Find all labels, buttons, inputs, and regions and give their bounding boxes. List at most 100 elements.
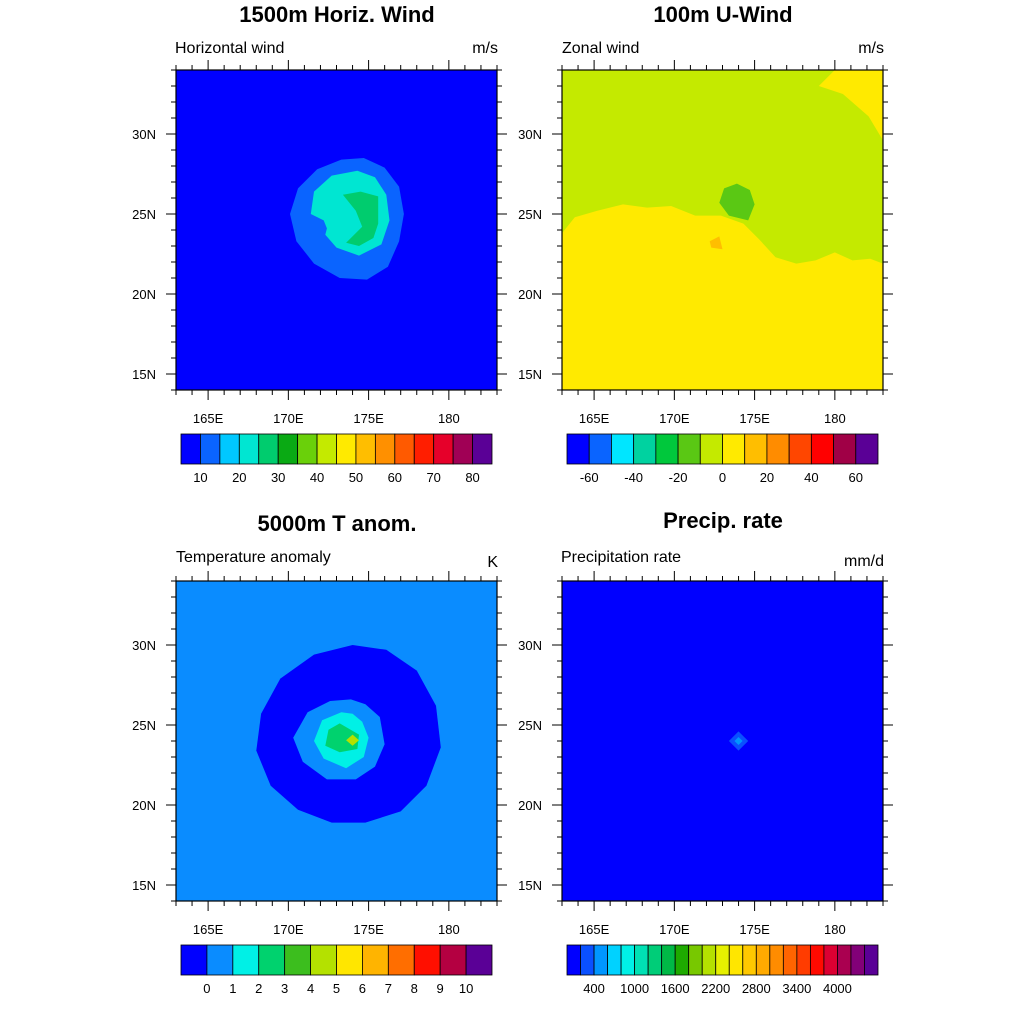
colorbar-label: -20	[669, 470, 688, 485]
unit-label: m/s	[858, 40, 884, 57]
colorbar-swatch	[688, 944, 703, 976]
colorbar-label: 10	[459, 981, 473, 996]
colorbar-swatch	[362, 944, 389, 976]
colorbar-label: 4	[307, 981, 314, 996]
contour-region	[346, 734, 359, 746]
contour-region	[818, 70, 883, 141]
colorbar-label: 20	[232, 470, 246, 485]
colorbar-swatch	[465, 944, 493, 976]
colorbar-swatch	[374, 433, 396, 465]
unit-label: mm/d	[844, 553, 884, 570]
colorbar-label: 1600	[661, 981, 690, 996]
colorbar-swatch	[277, 433, 299, 465]
x-tick-label: 165E	[193, 922, 224, 937]
panel-title: Precip. rate	[663, 508, 783, 533]
colorbar-label: -40	[624, 470, 643, 485]
colorbar-swatch	[722, 433, 746, 465]
colorbar-label: 1000	[620, 981, 649, 996]
colorbar-label: 8	[411, 981, 418, 996]
x-tick-label: 165E	[579, 411, 610, 426]
left-label: Temperature anomaly	[176, 549, 331, 566]
colorbar: -60 -40 -20 0 20 40 60	[566, 433, 879, 485]
colorbar-swatch	[258, 433, 279, 465]
map-plot-area	[175, 69, 498, 391]
colorbar-label: 400	[583, 981, 605, 996]
colorbar-swatch	[823, 944, 838, 976]
colorbar-label: 40	[310, 470, 324, 485]
colorbar-swatch	[766, 433, 790, 465]
colorbar-swatch	[433, 433, 454, 465]
unit-label: K	[487, 554, 498, 571]
colorbar-swatch	[677, 433, 701, 465]
y-tick-label: 15N	[518, 367, 542, 382]
colorbar-label: 0	[719, 470, 726, 485]
panel-title: 5000m T anom.	[258, 511, 417, 536]
panel-title: 1500m Horiz. Wind	[239, 2, 434, 27]
colorbar-swatch	[180, 944, 208, 976]
colorbar-swatch	[728, 944, 744, 976]
y-tick-label: 15N	[132, 878, 156, 893]
colorbar-swatch	[452, 433, 473, 465]
y-tick-label: 20N	[132, 287, 156, 302]
panel-precipitation-rate: Precip. rate Precipitation rate mm/d 165…	[518, 508, 893, 996]
colorbar-label: 40	[804, 470, 818, 485]
axis-ticks: 165E 170E 175E 180 15N 20N 25N 30N	[132, 60, 507, 426]
colorbar-swatch	[755, 944, 771, 976]
x-tick-label: 170E	[659, 411, 690, 426]
colorbar-label: 70	[426, 470, 440, 485]
colorbar-swatch	[655, 433, 679, 465]
colorbar-swatch	[316, 433, 337, 465]
y-tick-label: 30N	[132, 127, 156, 142]
colorbar-swatch	[634, 944, 649, 976]
colorbar-label: 50	[349, 470, 363, 485]
contour-region	[719, 183, 755, 221]
colorbar-swatch	[310, 944, 337, 976]
y-tick-label: 15N	[132, 367, 156, 382]
colorbar-swatch	[744, 433, 768, 465]
colorbar-swatch	[850, 944, 865, 976]
colorbar-swatch	[715, 944, 730, 976]
colorbar-label: 60	[388, 470, 402, 485]
y-tick-label: 30N	[518, 638, 542, 653]
colorbar-swatch	[674, 944, 690, 976]
colorbar-label: 7	[385, 981, 392, 996]
y-tick-label: 20N	[518, 798, 542, 813]
colorbar-swatch	[833, 433, 857, 465]
colorbar-swatch	[611, 433, 635, 465]
panel-title: 100m U-Wind	[653, 2, 792, 27]
colorbar: 10 20 30 40 50 60 70 80	[180, 433, 493, 485]
axis-ticks: 165E 170E 175E 180 15N 20N 25N 30N	[132, 571, 507, 937]
contour-region	[342, 191, 379, 246]
x-tick-label: 165E	[579, 922, 610, 937]
colorbar-swatch	[647, 944, 663, 976]
axis-ticks: 165E 170E 175E 180 15N 20N 25N 30N	[518, 571, 893, 937]
panel-horizontal-wind: 1500m Horiz. Wind Horizontal wind m/s 16…	[132, 2, 507, 485]
left-label: Precipitation rate	[561, 549, 681, 566]
colorbar-label: 3	[281, 981, 288, 996]
x-tick-label: 175E	[739, 922, 770, 937]
contour-background	[562, 581, 883, 901]
colorbar-swatch	[284, 944, 311, 976]
colorbar-swatch	[769, 944, 784, 976]
colorbar: 400 1000 1600 2200 2800 3400 4000	[566, 944, 879, 996]
colorbar-swatch	[355, 433, 376, 465]
colorbar-label: 0	[203, 981, 210, 996]
x-tick-label: 180	[438, 411, 460, 426]
map-plot-area	[561, 69, 884, 391]
x-tick-label: 175E	[353, 922, 384, 937]
panel-zonal-wind: 100m U-Wind Zonal wind m/s 165E 170E 175E 1…	[518, 2, 893, 485]
x-tick-label: 165E	[193, 411, 224, 426]
x-tick-label: 175E	[353, 411, 384, 426]
colorbar-swatch	[855, 433, 879, 465]
colorbar: 0 1 2 3 4 5 6 7 8 9 10	[180, 944, 493, 996]
axis-ticks: 165E 170E 175E 180 15N 20N 25N 30N	[518, 60, 893, 426]
unit-label: m/s	[472, 40, 498, 57]
colorbar-swatch	[620, 944, 636, 976]
colorbar-label: 9	[437, 981, 444, 996]
colorbar-swatch	[701, 944, 717, 976]
y-tick-label: 15N	[518, 878, 542, 893]
colorbar-swatch	[782, 944, 798, 976]
colorbar-swatch	[810, 433, 834, 465]
colorbar-swatch	[661, 944, 676, 976]
